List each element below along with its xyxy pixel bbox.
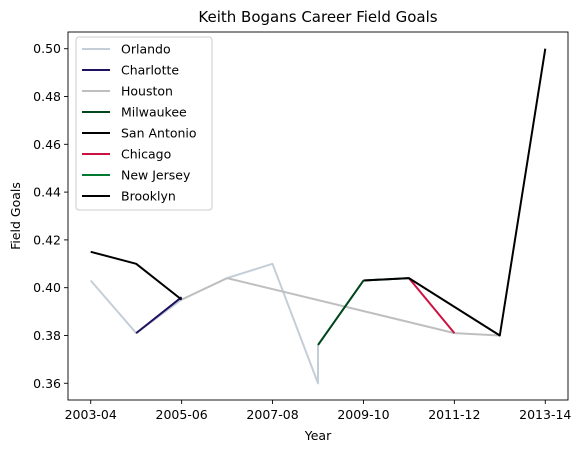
x-tick-label: 2007-08 [246, 407, 298, 422]
series-lines [89, 48, 547, 385]
x-tick-label: 2009-10 [337, 407, 389, 422]
y-tick-label: 0.36 [33, 376, 61, 391]
series-line-charlotte [135, 296, 183, 334]
y-tick-label: 0.42 [33, 232, 61, 247]
y-axis: 0.36 0.38 0.40 0.42 0.44 0.46 0.48 0.50 [33, 41, 68, 391]
y-axis-title: Field Goals [8, 182, 23, 250]
x-tick-label: 2005-06 [156, 407, 208, 422]
legend-label: Milwaukee [121, 105, 187, 120]
legend-label: Orlando [121, 42, 171, 57]
legend-label: San Antonio [121, 126, 197, 141]
y-tick-label: 0.44 [33, 185, 61, 200]
legend-label: Chicago [121, 147, 171, 162]
series-line-milwaukee [317, 279, 365, 346]
x-tick-label: 2011-12 [428, 407, 480, 422]
legend: Orlando Charlotte Houston Milwaukee San Anto… [75, 36, 213, 211]
y-tick-label: 0.46 [33, 137, 61, 152]
x-axis-title: Year [304, 428, 332, 443]
series-line-chicago [408, 277, 456, 334]
y-tick-label: 0.40 [33, 280, 61, 295]
x-tick-label: 2013-14 [519, 407, 571, 422]
legend-label: Houston [121, 84, 173, 99]
series-line-houston [181, 277, 500, 337]
series-line-brooklyn [363, 48, 547, 337]
legend-label: New Jersey [121, 168, 191, 183]
y-tick-label: 0.38 [33, 328, 61, 343]
legend-label: Brooklyn [121, 189, 176, 204]
x-axis: 2003-04 2005-06 2007-08 2009-10 2011-12 2013-… [65, 400, 571, 422]
y-tick-label: 0.48 [33, 89, 61, 104]
series-line-san-antonio [90, 250, 183, 301]
legend-box [75, 36, 213, 211]
x-tick-label: 2003-04 [65, 407, 117, 422]
y-tick-label: 0.50 [33, 41, 61, 56]
legend-label: Charlotte [121, 63, 179, 78]
series-line-orlando [89, 262, 319, 385]
plot-frame [67, 31, 569, 401]
chart-title: Keith Bogans Career Field Goals [198, 8, 437, 26]
